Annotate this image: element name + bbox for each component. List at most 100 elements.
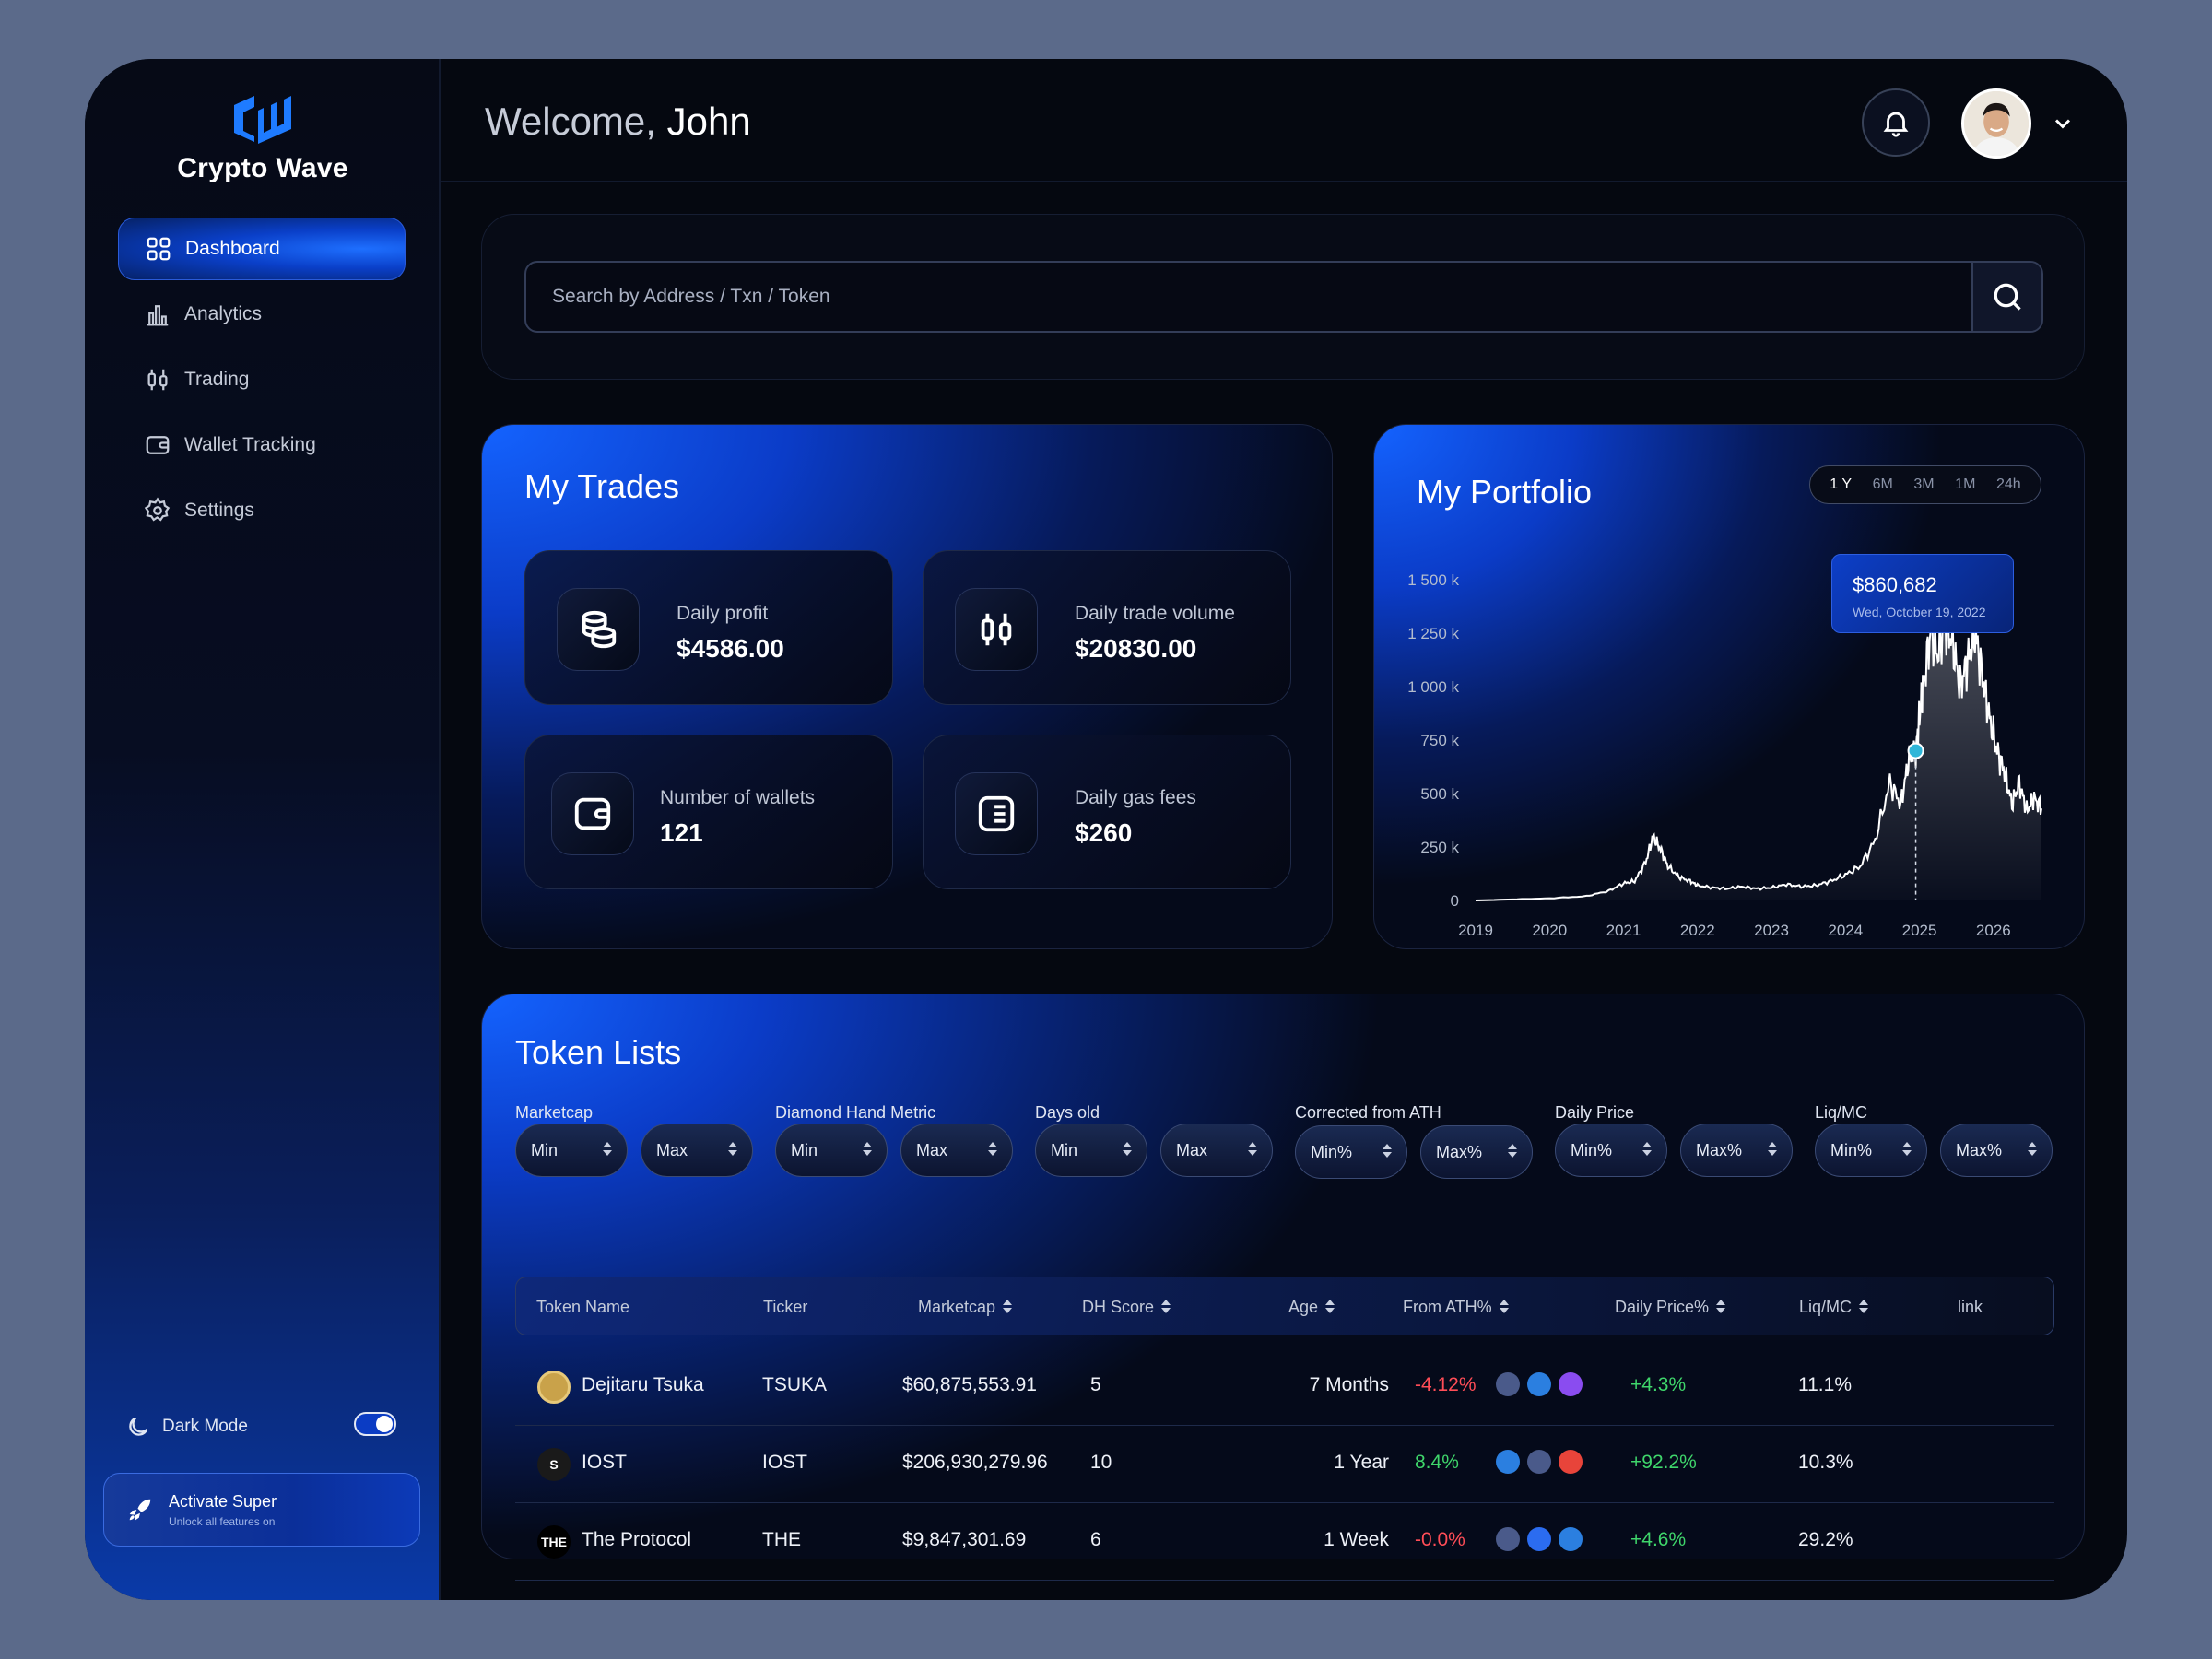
pill-text: Max% bbox=[1696, 1140, 1743, 1159]
liq-min-select[interactable]: Min% bbox=[1815, 1124, 1927, 1177]
range-option-6m[interactable]: 6M bbox=[1872, 477, 1893, 492]
col-label: Daily Price% bbox=[1615, 1298, 1710, 1316]
gear-icon bbox=[144, 497, 171, 522]
range-option-3m[interactable]: 3M bbox=[1913, 477, 1935, 492]
daily-max-select[interactable]: Max% bbox=[1680, 1124, 1793, 1177]
pill-text: Min% bbox=[1571, 1140, 1613, 1159]
external-link-icon[interactable] bbox=[1527, 1372, 1551, 1396]
y-tick-label: 250 k bbox=[1420, 839, 1459, 856]
external-link-icon[interactable] bbox=[1527, 1450, 1551, 1474]
col-label: link bbox=[1958, 1298, 1983, 1316]
dh-min-select[interactable]: Min bbox=[775, 1124, 888, 1177]
token-lists-card: Token Lists Marketcap Min Max Diamond Ha… bbox=[481, 994, 2085, 1581]
stat-icon-box bbox=[955, 588, 1038, 671]
nav-item-label: Dashboard bbox=[185, 238, 280, 259]
marketcap-max-select[interactable]: Max bbox=[641, 1124, 753, 1177]
sort-arrows-icon bbox=[728, 1142, 737, 1156]
brand-name: Crypto Wave bbox=[177, 153, 348, 183]
stat-label: Number of wallets bbox=[660, 787, 816, 808]
table-row[interactable]: S IOST IOST $206,930,279.96 10 1 Year 8.4% +92.… bbox=[515, 1426, 2054, 1503]
stat-value: $20830.00 bbox=[1075, 634, 1197, 663]
dashboard-icon bbox=[147, 237, 171, 261]
cell-links bbox=[1496, 1372, 1590, 1396]
nav-item-trading[interactable]: Trading bbox=[118, 348, 406, 411]
col-ticker[interactable]: Ticker bbox=[763, 1298, 807, 1317]
cell-marketcap: $9,847,301.69 bbox=[902, 1529, 1027, 1550]
cell-token-name: The Protocol bbox=[582, 1529, 692, 1550]
external-link-icon[interactable] bbox=[1496, 1450, 1520, 1474]
cell-age: 7 Months bbox=[1309, 1374, 1389, 1395]
external-link-icon[interactable] bbox=[1559, 1527, 1583, 1551]
sort-arrows-icon bbox=[1499, 1300, 1509, 1313]
nav-item-settings[interactable]: Settings bbox=[118, 479, 406, 542]
highlight-point[interactable] bbox=[1907, 742, 1924, 759]
stat-value: $260 bbox=[1075, 818, 1133, 847]
main-nav: Dashboard Analytics Trading Wallet Track… bbox=[118, 218, 406, 545]
ath-min-select[interactable]: Min% bbox=[1295, 1125, 1407, 1179]
col-age[interactable]: Age bbox=[1288, 1298, 1335, 1317]
table-row[interactable]: THE The Protocol THE $9,847,301.69 6 1 Week -0… bbox=[515, 1503, 2054, 1581]
table-row[interactable]: Dejitaru Tsuka TSUKA $60,875,553.91 5 7 Mont… bbox=[515, 1348, 2054, 1426]
ath-max-select[interactable]: Max% bbox=[1420, 1125, 1533, 1179]
pill-text: Min% bbox=[1830, 1140, 1873, 1159]
sort-arrows-icon bbox=[1859, 1300, 1869, 1313]
col-label: Marketcap bbox=[918, 1298, 996, 1316]
cell-from-ath: -0.0% bbox=[1415, 1529, 1465, 1550]
my-portfolio-card: My Portfolio 1 Y 6M 3M 1M 24h 0 250 k 500 … bbox=[1373, 424, 2085, 949]
external-link-icon[interactable] bbox=[1559, 1372, 1583, 1396]
range-option-1m[interactable]: 1M bbox=[1955, 477, 1976, 492]
col-token-name[interactable]: Token Name bbox=[536, 1298, 629, 1317]
external-link-icon[interactable] bbox=[1496, 1527, 1520, 1551]
days-max-select[interactable]: Max bbox=[1160, 1124, 1273, 1177]
col-from-ath[interactable]: From ATH% bbox=[1403, 1298, 1509, 1317]
stat-value: 121 bbox=[660, 818, 703, 847]
rocket-icon bbox=[129, 1499, 151, 1521]
col-label: Ticker bbox=[763, 1298, 808, 1316]
super-title: Activate Super bbox=[169, 1491, 277, 1511]
daily-min-select[interactable]: Min% bbox=[1555, 1124, 1667, 1177]
col-label: Token Name bbox=[536, 1298, 630, 1316]
nav-item-analytics[interactable]: Analytics bbox=[118, 283, 406, 346]
marketcap-min-select[interactable]: Min bbox=[515, 1124, 628, 1177]
chart-tooltip: $860,682 Wed, October 19, 2022 bbox=[1831, 554, 2014, 633]
dh-max-select[interactable]: Max bbox=[900, 1124, 1013, 1177]
col-daily-price[interactable]: Daily Price% bbox=[1615, 1298, 1726, 1317]
col-marketcap[interactable]: Marketcap bbox=[918, 1298, 1013, 1317]
range-option-24h[interactable]: 24h bbox=[1995, 477, 2021, 492]
col-dh-score[interactable]: DH Score bbox=[1082, 1298, 1171, 1317]
x-tick-label: 2019 bbox=[1458, 922, 1493, 939]
notifications-button[interactable] bbox=[1862, 88, 1930, 157]
nav-item-wallet-tracking[interactable]: Wallet Tracking bbox=[118, 414, 406, 477]
x-tick-label: 2022 bbox=[1680, 922, 1715, 939]
pill-text: Min bbox=[791, 1140, 818, 1159]
col-label: DH Score bbox=[1082, 1298, 1155, 1316]
nav-item-dashboard[interactable]: Dashboard bbox=[118, 218, 406, 280]
col-liq-mc[interactable]: Liq/MC bbox=[1799, 1298, 1869, 1317]
cell-daily-price: +4.3% bbox=[1630, 1374, 1687, 1395]
external-link-icon[interactable] bbox=[1496, 1372, 1520, 1396]
days-min-select[interactable]: Min bbox=[1035, 1124, 1147, 1177]
external-link-icon[interactable] bbox=[1559, 1450, 1583, 1474]
user-avatar[interactable] bbox=[1961, 88, 2031, 159]
token-logo-icon: THE bbox=[537, 1525, 571, 1559]
liq-max-select[interactable]: Max% bbox=[1940, 1124, 2053, 1177]
dark-mode-toggle[interactable] bbox=[354, 1412, 396, 1436]
search-input[interactable] bbox=[526, 263, 1971, 331]
external-link-icon[interactable] bbox=[1527, 1527, 1551, 1551]
search-button[interactable] bbox=[1971, 263, 2041, 331]
stat-icon-box bbox=[955, 772, 1038, 855]
tooltip-value: $860,682 bbox=[1853, 573, 1937, 596]
activate-super-button[interactable]: Activate Super Unlock all features on bbox=[103, 1473, 420, 1547]
chevron-down-icon[interactable] bbox=[2050, 111, 2076, 136]
stat-daily-trade-volume: Daily trade volume $20830.00 bbox=[923, 550, 1291, 705]
x-tick-label: 2020 bbox=[1532, 922, 1567, 939]
cell-ticker: THE bbox=[762, 1529, 801, 1550]
pill-text: Max bbox=[1176, 1140, 1208, 1159]
token-lists-title: Token Lists bbox=[515, 1033, 682, 1071]
range-option-1y[interactable]: 1 Y bbox=[1830, 477, 1853, 492]
y-tick-label: 750 k bbox=[1420, 732, 1459, 749]
super-subtitle: Unlock all features on bbox=[169, 1514, 276, 1528]
bell-icon bbox=[1883, 112, 1909, 137]
sort-arrows-icon bbox=[1248, 1142, 1257, 1156]
pill-text: Min% bbox=[1311, 1142, 1353, 1161]
